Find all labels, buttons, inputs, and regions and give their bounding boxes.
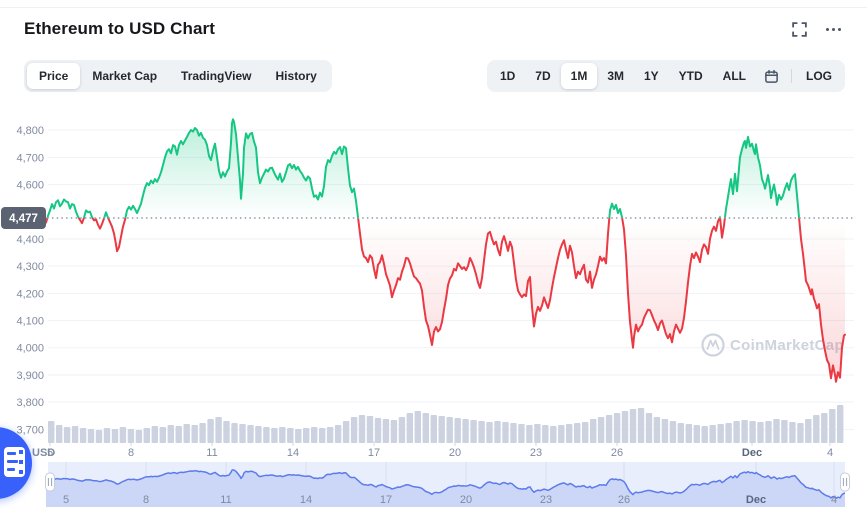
tab-history[interactable]: History bbox=[264, 63, 329, 89]
tab-market-cap[interactable]: Market Cap bbox=[80, 63, 169, 89]
range-7d-button[interactable]: 7D bbox=[525, 63, 560, 89]
svg-text:17: 17 bbox=[380, 494, 392, 506]
svg-text:4: 4 bbox=[831, 494, 837, 506]
chart-type-tabs: Price Market Cap TradingView History bbox=[24, 60, 332, 92]
promo-icon bbox=[4, 447, 25, 477]
range-ytd-button[interactable]: YTD bbox=[669, 63, 713, 89]
svg-text:4: 4 bbox=[827, 447, 833, 459]
log-scale-button[interactable]: LOG bbox=[796, 63, 842, 89]
svg-text:20: 20 bbox=[460, 494, 472, 506]
svg-text:3,800: 3,800 bbox=[16, 397, 44, 409]
toolbar-divider bbox=[791, 69, 792, 83]
svg-text:3,700: 3,700 bbox=[16, 424, 44, 436]
price-series bbox=[45, 118, 846, 383]
range-1d-button[interactable]: 1D bbox=[490, 63, 525, 89]
svg-text:4,000: 4,000 bbox=[16, 343, 44, 355]
nav-left-handle[interactable] bbox=[45, 472, 55, 492]
range-1y-button[interactable]: 1Y bbox=[634, 63, 669, 89]
x-axis: 5 8 11 14 17 20 23 26 Dec 4 USD bbox=[32, 441, 833, 459]
navigator[interactable]: 5 8 11 14 17 20 23 26 Dec 4 bbox=[45, 462, 845, 507]
svg-text:5: 5 bbox=[63, 494, 69, 506]
svg-text:4,300: 4,300 bbox=[16, 261, 44, 273]
svg-text:4,800: 4,800 bbox=[16, 125, 44, 137]
svg-text:26: 26 bbox=[618, 494, 630, 506]
svg-text:5: 5 bbox=[47, 447, 53, 459]
svg-text:4,477: 4,477 bbox=[9, 213, 38, 225]
chart-header: Ethereum to USD Chart bbox=[24, 14, 843, 44]
more-options-button[interactable] bbox=[824, 26, 843, 33]
volume-bars bbox=[48, 405, 844, 443]
svg-text:20: 20 bbox=[449, 447, 461, 459]
svg-text:8: 8 bbox=[128, 447, 134, 459]
calendar-icon bbox=[765, 69, 778, 83]
svg-text:17: 17 bbox=[368, 447, 380, 459]
top-divider bbox=[0, 7, 867, 8]
current-price-badge: 4,477 bbox=[1, 207, 46, 229]
unit-label: USD bbox=[32, 447, 55, 459]
svg-text:Dec: Dec bbox=[746, 494, 766, 506]
calendar-button[interactable] bbox=[756, 65, 787, 88]
y-axis: 4,800 4,700 4,600 4,400 4,300 4,200 4,100 4,000… bbox=[16, 125, 854, 436]
svg-text:23: 23 bbox=[540, 494, 552, 506]
page-title: Ethereum to USD Chart bbox=[24, 19, 216, 38]
tab-tradingview[interactable]: TradingView bbox=[169, 63, 263, 89]
svg-text:CoinMarketCap: CoinMarketCap bbox=[730, 337, 844, 354]
svg-text:11: 11 bbox=[220, 494, 231, 506]
fullscreen-button[interactable] bbox=[789, 19, 810, 40]
svg-text:23: 23 bbox=[530, 447, 542, 459]
svg-text:4,200: 4,200 bbox=[16, 288, 44, 300]
svg-text:14: 14 bbox=[287, 447, 299, 459]
chart-toolbar: Price Market Cap TradingView History 1D 7D 1M… bbox=[24, 60, 845, 92]
svg-text:26: 26 bbox=[611, 447, 623, 459]
svg-text:4,600: 4,600 bbox=[16, 180, 44, 192]
range-all-button[interactable]: ALL bbox=[713, 63, 756, 89]
more-icon bbox=[826, 27, 841, 31]
svg-text:4,400: 4,400 bbox=[16, 234, 44, 246]
watermark: CoinMarketCap bbox=[701, 333, 844, 357]
svg-text:4,700: 4,700 bbox=[16, 152, 44, 164]
svg-text:14: 14 bbox=[300, 494, 312, 506]
range-1m-button[interactable]: 1M bbox=[560, 63, 598, 89]
date-range-controls: 1D 7D 1M 3M 1Y YTD ALL LOG bbox=[486, 60, 845, 92]
svg-text:8: 8 bbox=[143, 494, 149, 506]
svg-text:4,100: 4,100 bbox=[16, 316, 44, 328]
range-3m-button[interactable]: 3M bbox=[597, 63, 634, 89]
fullscreen-icon bbox=[792, 21, 807, 37]
svg-text:Dec: Dec bbox=[742, 447, 762, 459]
nav-right-handle[interactable] bbox=[840, 472, 850, 492]
tab-price[interactable]: Price bbox=[27, 63, 81, 89]
svg-text:3,900: 3,900 bbox=[16, 370, 44, 382]
svg-text:11: 11 bbox=[206, 447, 217, 459]
